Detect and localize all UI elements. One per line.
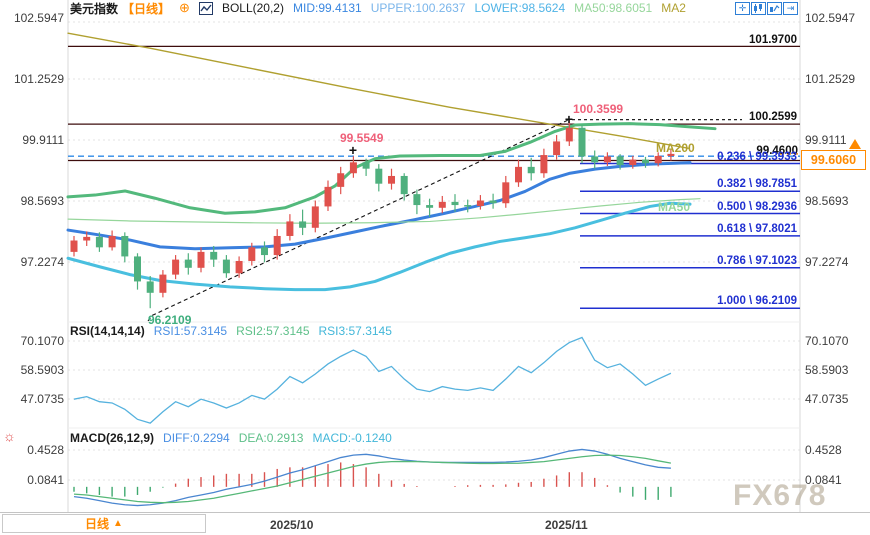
axis-label-left: 0.0841 bbox=[27, 473, 64, 487]
level-99-4600: 99.4600 bbox=[756, 145, 798, 157]
period-selector[interactable]: 日线 ▲ bbox=[2, 514, 206, 533]
peak-cross-marker: + bbox=[564, 111, 574, 127]
macd-header: MACD(26,12,9) DIFF:0.2294 DEA:0.2913 MAC… bbox=[70, 431, 392, 445]
rsi-header: RSI(14,14,14) RSI1:57.3145 RSI2:57.3145 … bbox=[70, 324, 392, 338]
axis-label-right: 70.1070 bbox=[805, 334, 849, 348]
boll-lower-value: LOWER:98.5624 bbox=[474, 1, 566, 15]
swing-mid-label: 99.5549 bbox=[340, 131, 384, 145]
period-up-triangle-icon: ▲ bbox=[113, 518, 123, 529]
axis-label-left: 99.9111 bbox=[22, 133, 64, 147]
date-label-nov: 2025/11 bbox=[545, 518, 588, 532]
period-label: 【日线】 bbox=[122, 1, 171, 16]
ma50-value: MA50:98.6051 bbox=[574, 1, 653, 15]
export-icon[interactable]: ⇥ bbox=[783, 2, 798, 15]
chart-header: 美元指数 【日线】 ⊕ BOLL(20,2) MID:99.4131 UPPER… bbox=[70, 0, 686, 16]
axis-label-right: 58.5903 bbox=[805, 363, 849, 377]
axis-label-left: 70.1070 bbox=[20, 334, 64, 348]
macd-title: MACD(26,12,9) bbox=[70, 431, 155, 445]
axis-label-right: 0.0841 bbox=[805, 473, 842, 487]
crosshair-icon[interactable]: ✛ bbox=[735, 2, 750, 15]
fib-level-label-0: 0.236 \ 99.3933 bbox=[717, 150, 797, 163]
axis-label-right: 102.5947 bbox=[805, 11, 856, 25]
axis-label-left: 47.0735 bbox=[20, 392, 64, 406]
date-label-oct: 2025/10 bbox=[270, 518, 314, 532]
macd-dea-value: DEA:0.2913 bbox=[238, 431, 304, 445]
rsi2-value: RSI2:57.3145 bbox=[236, 324, 310, 338]
ma50-line-label: MA50 bbox=[658, 200, 691, 214]
ma200-line-label: MA200 bbox=[656, 141, 695, 155]
axis-label-right: 98.5693 bbox=[805, 194, 849, 208]
fib-level-label-3: 0.618 \ 97.8021 bbox=[717, 222, 797, 235]
watermark: FX678 bbox=[733, 479, 827, 512]
last-price-tag: 99.6060 bbox=[801, 150, 866, 170]
axis-label-right: 99.9111 bbox=[805, 133, 847, 147]
symbol-title: 美元指数 bbox=[70, 1, 119, 16]
boll-mid-value: MID:99.4131 bbox=[292, 1, 362, 15]
macd-diff-value: DIFF:0.2294 bbox=[163, 431, 230, 445]
timeline-bar bbox=[0, 512, 870, 535]
price-up-arrow-icon bbox=[849, 139, 861, 149]
high-cross-marker: + bbox=[348, 142, 358, 158]
ma200-label-truncated: MA2 bbox=[661, 1, 686, 15]
fib-level-label-2: 0.500 \ 98.2936 bbox=[717, 200, 797, 213]
axis-label-right: 97.2274 bbox=[805, 255, 849, 269]
swing-high-label: 100.3599 bbox=[573, 102, 624, 116]
indicator-settings-icon[interactable]: ☼ bbox=[3, 428, 16, 444]
macd-macd-value: MACD:-0.1240 bbox=[312, 431, 392, 445]
fib-level-label-1: 0.382 \ 98.7851 bbox=[717, 178, 797, 191]
rsi-title: RSI(14,14,14) bbox=[70, 324, 145, 338]
axis-label-left: 102.5947 bbox=[13, 11, 64, 25]
swing-low-label: 96.2109 bbox=[148, 313, 192, 327]
period-selector-label: 日线 bbox=[85, 517, 110, 531]
chart-toolbar: ✛ ⇥ bbox=[735, 2, 798, 15]
level-100-2599: 100.2599 bbox=[749, 111, 797, 123]
axis-label-left: 58.5903 bbox=[20, 363, 64, 377]
axis-label-left: 0.4528 bbox=[27, 443, 64, 457]
axis-label-right: 101.2529 bbox=[805, 72, 856, 86]
candle-chart-icon[interactable] bbox=[751, 2, 766, 15]
fib-level-label-4: 0.786 \ 97.1023 bbox=[717, 254, 797, 267]
axis-label-left: 98.5693 bbox=[20, 194, 64, 208]
level-101-9700: 101.9700 bbox=[749, 34, 797, 46]
rsi1-value: RSI1:57.3145 bbox=[153, 324, 228, 338]
line-chart-icon[interactable] bbox=[767, 2, 782, 15]
fib-level-label-5: 1.000 \ 96.2109 bbox=[717, 295, 797, 308]
add-indicator-icon[interactable]: ⊕ bbox=[179, 0, 190, 15]
axis-label-left: 101.2529 bbox=[13, 72, 64, 86]
axis-label-right: 0.4528 bbox=[805, 443, 842, 457]
boll-label: BOLL(20,2) bbox=[221, 1, 284, 15]
axis-label-right: 47.0735 bbox=[805, 392, 849, 406]
rsi3-value: RSI3:57.3145 bbox=[318, 324, 392, 338]
boll-upper-value: UPPER:100.2637 bbox=[370, 1, 466, 15]
axis-label-left: 97.2274 bbox=[20, 255, 64, 269]
chart-type-icon[interactable] bbox=[198, 1, 213, 15]
